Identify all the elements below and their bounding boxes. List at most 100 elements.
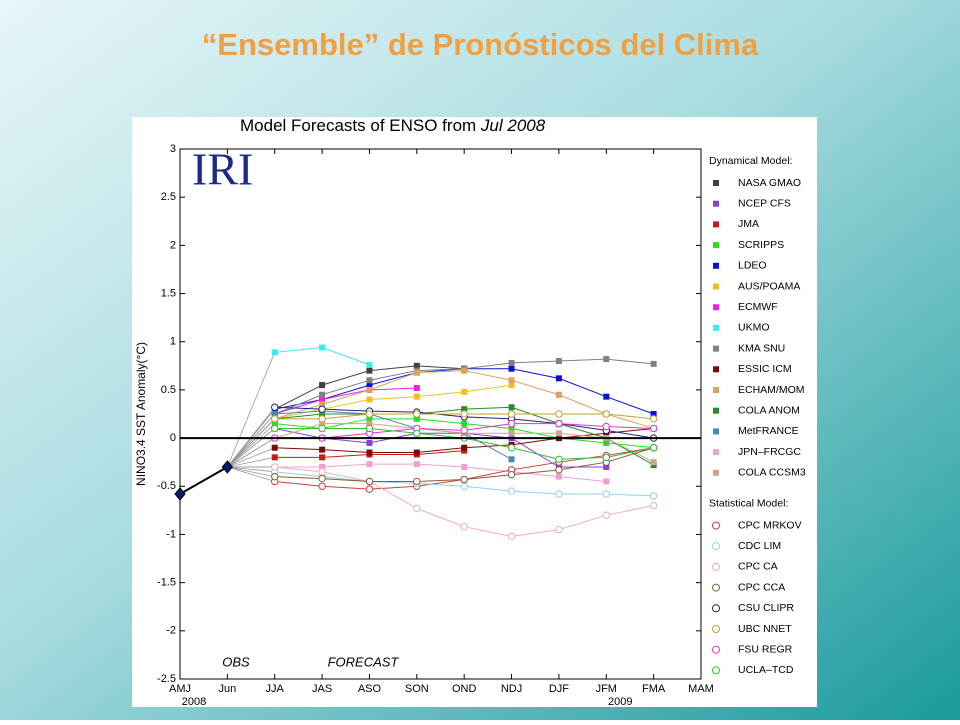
series-line bbox=[274, 384, 512, 420]
marker bbox=[271, 454, 278, 461]
marker bbox=[461, 464, 468, 470]
legend-label: LDEO bbox=[738, 260, 767, 272]
marker bbox=[366, 367, 373, 374]
marker bbox=[602, 511, 610, 519]
marker bbox=[460, 475, 468, 484]
legend-marker bbox=[712, 645, 720, 654]
connector bbox=[226, 352, 276, 468]
marker bbox=[271, 403, 279, 411]
marker bbox=[413, 410, 421, 418]
marker bbox=[413, 384, 420, 391]
marker bbox=[271, 424, 279, 433]
y-tick-label: 1 bbox=[170, 336, 176, 348]
series-line bbox=[274, 463, 607, 482]
marker bbox=[603, 393, 610, 400]
legend-label: KMA SNU bbox=[738, 342, 785, 354]
legend-marker bbox=[713, 200, 719, 207]
marker bbox=[413, 477, 421, 486]
marker bbox=[507, 532, 516, 541]
marker bbox=[461, 367, 468, 374]
marker bbox=[461, 444, 468, 451]
legend-label: ECMWF bbox=[738, 301, 778, 313]
chart-title: Model Forecasts of ENSO from Jul 2008 bbox=[240, 116, 546, 135]
legend-header: Statistical Model: bbox=[709, 497, 788, 509]
legend-marker bbox=[713, 180, 719, 186]
legend-marker bbox=[713, 449, 719, 456]
marker bbox=[366, 449, 373, 456]
x-tick-label: Jun bbox=[218, 683, 236, 695]
legend-marker bbox=[712, 583, 720, 592]
marker bbox=[365, 424, 374, 433]
x-tick-label: ASO bbox=[358, 683, 382, 695]
marker bbox=[649, 501, 658, 510]
y-tick-label: -2 bbox=[166, 625, 176, 637]
marker bbox=[319, 396, 326, 403]
marker bbox=[649, 444, 658, 452]
marker bbox=[602, 422, 610, 431]
marker bbox=[555, 358, 562, 364]
legend-label: JPN–FRCGC bbox=[738, 446, 801, 458]
marker bbox=[650, 459, 657, 466]
marker bbox=[460, 426, 468, 435]
legend-label: CSU CLIPR bbox=[738, 602, 794, 614]
connector bbox=[227, 437, 275, 468]
marker bbox=[318, 415, 326, 423]
marker bbox=[318, 482, 326, 490]
marker bbox=[413, 429, 421, 437]
observed-marker bbox=[221, 460, 234, 474]
chart-panel bbox=[132, 117, 817, 707]
x-tick-label: SON bbox=[405, 683, 429, 695]
legend-marker bbox=[713, 283, 719, 290]
series-line bbox=[274, 387, 417, 415]
marker bbox=[555, 525, 563, 534]
marker bbox=[507, 444, 516, 452]
x-tick-label: DJF bbox=[549, 683, 569, 695]
y-tick-label: 2 bbox=[170, 239, 176, 251]
marker bbox=[649, 415, 658, 423]
legend-marker bbox=[713, 345, 719, 352]
connector bbox=[227, 428, 275, 468]
marker bbox=[271, 411, 278, 417]
x-tick-label: OND bbox=[452, 683, 477, 695]
marker bbox=[460, 410, 468, 418]
marker bbox=[271, 415, 279, 423]
connector bbox=[227, 418, 276, 468]
y-axis-label: NINO3.4 SST Anomaly(°C) bbox=[134, 342, 148, 486]
marker bbox=[366, 396, 373, 403]
marker bbox=[461, 388, 468, 395]
observed-marker bbox=[174, 487, 186, 501]
y-tick-label: 0.5 bbox=[161, 384, 176, 396]
legend-header: Dynamical Model: bbox=[709, 155, 792, 167]
plot-frame bbox=[179, 148, 702, 680]
legend-label: ECHAM/MOM bbox=[738, 384, 805, 396]
legend-label: ESSIC ICM bbox=[738, 363, 792, 375]
legend-label: UKMO bbox=[738, 322, 770, 334]
x-tick-label: JAS bbox=[312, 683, 332, 695]
marker bbox=[271, 472, 279, 481]
marker bbox=[319, 464, 326, 470]
connector bbox=[227, 466, 275, 478]
marker bbox=[271, 444, 278, 451]
legend-marker bbox=[713, 304, 719, 311]
legend-label: CDC LIM bbox=[738, 540, 781, 552]
marker bbox=[508, 456, 515, 463]
x-tick-label: MAM bbox=[688, 683, 714, 695]
marker bbox=[555, 391, 562, 398]
marker bbox=[366, 377, 373, 384]
legend-marker bbox=[712, 562, 720, 571]
marker bbox=[271, 349, 278, 356]
legend-label: CPC CA bbox=[738, 561, 778, 573]
marker bbox=[271, 463, 279, 471]
legend-marker bbox=[713, 428, 719, 435]
legend-marker bbox=[713, 242, 719, 249]
marker bbox=[602, 453, 610, 462]
marker bbox=[649, 492, 658, 500]
legend-marker bbox=[713, 387, 719, 393]
chart-title-date: Jul 2008 bbox=[480, 116, 546, 135]
marker bbox=[555, 410, 563, 418]
marker bbox=[555, 430, 562, 437]
legend-label: COLA CCSM3 bbox=[738, 467, 806, 479]
y-tick-label: -2.5 bbox=[157, 673, 176, 685]
marker bbox=[508, 359, 515, 366]
connector bbox=[227, 456, 275, 468]
